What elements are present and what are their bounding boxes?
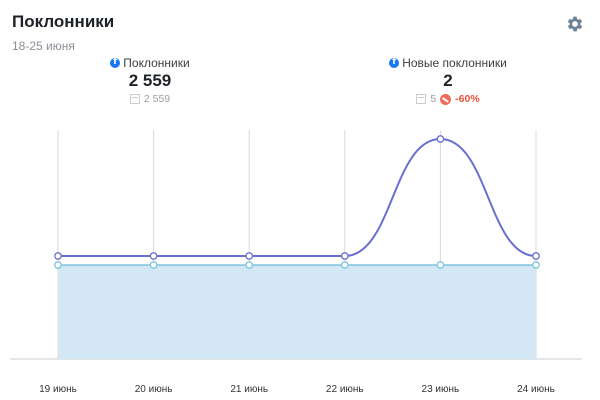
down-trend-icon — [440, 93, 452, 105]
fans-point — [532, 261, 540, 269]
stat-fans: Поклонники 2 559 2 559 — [90, 56, 210, 105]
stat-value: 2 559 — [128, 71, 172, 90]
new-fans-point — [340, 252, 349, 260]
date-range: 18-25 июня — [12, 39, 75, 53]
x-tick-label: 22 июнь — [326, 384, 364, 395]
page-title: Поклонники — [12, 12, 115, 31]
new-fans-point — [532, 252, 540, 260]
stat-new-fans: Новые поклонники 2 5 -60% — [373, 56, 523, 105]
stat-change: -60% — [455, 93, 480, 105]
stat-previous: 2 559 — [143, 93, 171, 105]
new-fans-point — [149, 252, 158, 260]
facebook-icon — [389, 57, 400, 68]
fans-point — [54, 261, 62, 269]
stat-previous: 5 — [430, 93, 437, 105]
stat-value: 2 — [443, 71, 453, 90]
stat-label: Поклонники — [123, 56, 190, 70]
calendar-icon — [129, 94, 140, 104]
new-fans-point — [436, 135, 445, 143]
fans-area — [58, 265, 536, 359]
fans-point — [436, 261, 445, 269]
fans-point — [149, 261, 158, 269]
x-tick-label: 21 июнь — [230, 384, 268, 395]
x-tick-label: 23 июнь — [422, 384, 460, 395]
new-fans-line — [57, 137, 537, 258]
new-fans-point — [245, 252, 254, 260]
x-tick-label: 20 июнь — [135, 384, 173, 395]
stat-label: Новые поклонники — [402, 56, 507, 70]
new-fans-point — [54, 252, 62, 260]
gear-icon[interactable] — [565, 14, 585, 34]
facebook-icon — [110, 57, 121, 68]
calendar-icon — [416, 94, 427, 104]
fans-point — [245, 261, 254, 269]
x-tick-label: 24 июнь — [517, 384, 555, 395]
x-tick-label: 19 июнь — [39, 384, 77, 395]
fans-point — [340, 261, 349, 269]
